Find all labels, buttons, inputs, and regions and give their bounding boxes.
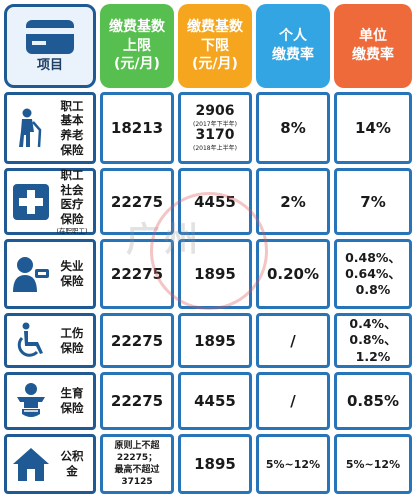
header-lower: 缴费基数 下限 (元/月) <box>178 4 252 88</box>
row-medical-upper: 22275 <box>100 168 174 235</box>
row-housing-lower: 1895 <box>178 434 252 494</box>
row-housing-head: 公积金 <box>4 434 96 494</box>
house-icon <box>11 444 51 484</box>
card-icon <box>26 20 74 55</box>
row-pension-upper: 18213 <box>100 92 174 164</box>
row-maternity-lower: 4455 <box>178 372 252 430</box>
row-maternity-personal: / <box>256 372 330 430</box>
row-medical-personal: 2% <box>256 168 330 235</box>
wheelchair-icon <box>11 321 51 361</box>
row-unemployment-lower: 1895 <box>178 239 252 309</box>
row-injury-head: 工伤 保险 <box>4 313 96 368</box>
row-unemployment-label: 失业 保险 <box>60 259 84 288</box>
unemployed-person-icon <box>11 254 51 294</box>
row-pension-lower: 2906 (2017年下半年) 3170 (2018年上半年) <box>178 92 252 164</box>
row-maternity-unit: 0.85% <box>334 372 412 430</box>
row-injury-personal: / <box>256 313 330 368</box>
row-unemployment-head: 失业 保险 <box>4 239 96 309</box>
row-injury-upper: 22275 <box>100 313 174 368</box>
row-housing-label: 公积金 <box>60 449 84 478</box>
row-pension-head: 职工 基本 养老 保险 <box>4 92 96 164</box>
row-maternity-head: 生育 保险 <box>4 372 96 430</box>
row-pension-label: 职工 基本 养老 保险 <box>60 98 84 157</box>
baby-icon <box>11 381 51 421</box>
row-unemployment-unit: 0.48%、 0.64%、 0.8% <box>334 239 412 309</box>
row-housing-upper: 原则上不超 22275； 最高不超过 37125 <box>100 434 174 494</box>
header-upper: 缴费基数 上限 (元/月) <box>100 4 174 88</box>
header-personal: 个人 缴费率 <box>256 4 330 88</box>
row-medical-label: 职工 社会 医疗 保险 (在职职工) <box>56 167 88 235</box>
row-pension-personal: 8% <box>256 92 330 164</box>
insurance-table: 项目 缴费基数 上限 (元/月) 缴费基数 下限 (元/月) 个人 缴费率 单位… <box>4 4 412 496</box>
row-housing-personal: 5%~12% <box>256 434 330 494</box>
row-injury-lower: 1895 <box>178 313 252 368</box>
row-injury-unit: 0.4%、 0.8%、 1.2% <box>334 313 412 368</box>
header-unit: 单位 缴费率 <box>334 4 412 88</box>
row-pension-unit: 14% <box>334 92 412 164</box>
row-medical-unit: 7% <box>334 168 412 235</box>
row-injury-label: 工伤 保险 <box>60 325 84 355</box>
elderly-person-icon <box>11 108 51 148</box>
medical-cross-icon <box>11 182 51 222</box>
header-item: 项目 <box>4 4 96 88</box>
row-maternity-upper: 22275 <box>100 372 174 430</box>
row-maternity-label: 生育 保险 <box>60 386 84 415</box>
header-item-label: 项目 <box>36 58 63 74</box>
row-housing-unit: 5%~12% <box>334 434 412 494</box>
row-medical-lower: 4455 <box>178 168 252 235</box>
row-medical-head: 职工 社会 医疗 保险 (在职职工) <box>4 168 96 235</box>
row-unemployment-personal: 0.20% <box>256 239 330 309</box>
row-unemployment-upper: 22275 <box>100 239 174 309</box>
